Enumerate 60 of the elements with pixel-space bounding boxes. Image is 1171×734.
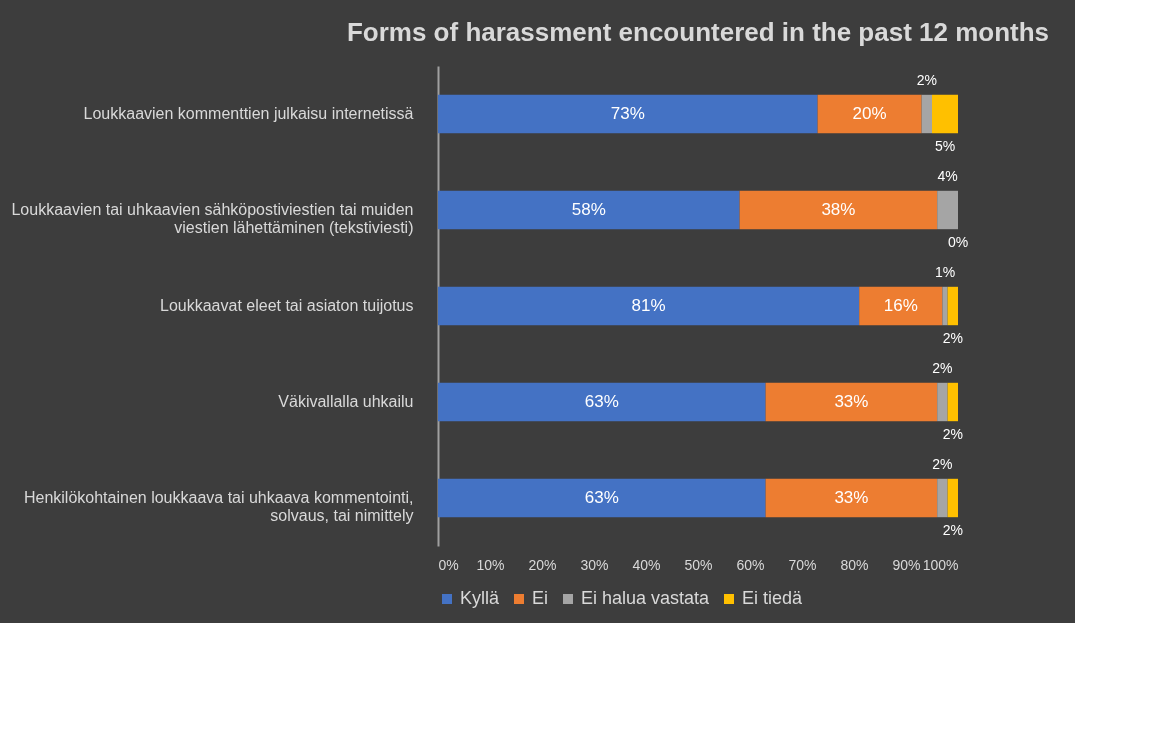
text: 73%: [610, 104, 645, 123]
text: 63%: [584, 488, 619, 507]
y-tick-label: Henkilökohtainen loukkaava tai uhkaava kommentointi, solvaus, tai nimittely: [23, 489, 414, 524]
text: 33%: [834, 488, 869, 507]
bar: [942, 286, 948, 326]
bar: [438, 286, 860, 326]
bar: [438, 190, 740, 230]
x-tick-label: 100%: [922, 556, 959, 573]
x-tick-label: 40%: [632, 556, 661, 573]
text: 81%: [631, 296, 666, 315]
y-tick-label: Väkivallalla uhkailu: [278, 393, 414, 410]
text: 20%: [852, 104, 887, 123]
bar: [859, 286, 943, 326]
legend-label: Kyllä: [460, 588, 500, 608]
x-tick-label: 50%: [684, 556, 713, 573]
bar: [817, 94, 922, 134]
bar: [937, 190, 958, 230]
x-tick-label: 90%: [892, 556, 921, 573]
bar: [438, 382, 766, 422]
text: 2%: [932, 456, 953, 472]
bar: [947, 478, 958, 518]
bar: [739, 190, 938, 230]
bar: [438, 478, 766, 518]
text: 1%: [934, 264, 956, 280]
x-tick-label: 30%: [580, 556, 609, 573]
text: 58%: [571, 200, 606, 219]
x-tick-label: 80%: [840, 556, 869, 573]
legend-label: Ei tiedä: [742, 588, 804, 608]
text: 5%: [934, 138, 956, 154]
y-tick-label: Loukkaavien tai uhkaavien sähköpostiviestien tai muiden viestien lähettäminen (tekstiviesti): [11, 201, 414, 236]
legend-label: Ei: [532, 588, 549, 608]
chart-title: Forms of harassment encountered in the past 12 months: [346, 17, 1050, 47]
text: 16%: [883, 296, 918, 315]
bar: [921, 94, 932, 134]
text: 2%: [916, 72, 937, 88]
x-tick-label: 10%: [476, 556, 505, 573]
text: 4%: [937, 168, 958, 184]
text: 0%: [947, 234, 969, 250]
text: 33%: [834, 392, 869, 411]
bar: [937, 382, 948, 422]
y-tick-label: Loukkaavien kommenttien julkaisu internetissä: [83, 105, 414, 122]
x-tick-label: 0%: [438, 556, 459, 573]
x-tick-label: 70%: [788, 556, 817, 573]
text: 63%: [584, 392, 619, 411]
bar: [937, 478, 948, 518]
bar: [947, 382, 958, 422]
text: 2%: [942, 330, 963, 346]
y-tick-label: Loukkaavat eleet tai asiaton tuijotus: [160, 297, 414, 314]
bar: [947, 286, 958, 326]
text: 2%: [942, 426, 963, 442]
x-tick-label: 20%: [528, 556, 557, 573]
text: 2%: [932, 360, 953, 376]
bar: [765, 478, 938, 518]
text: 38%: [821, 200, 856, 219]
bar: [438, 94, 818, 134]
text: 2%: [942, 522, 963, 538]
bar: [765, 382, 938, 422]
x-tick-label: 60%: [736, 556, 765, 573]
legend-label: Ei halua vastata: [581, 588, 711, 608]
bar: [932, 94, 958, 134]
